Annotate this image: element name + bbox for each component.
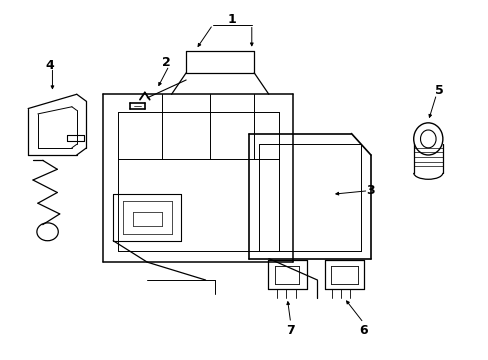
Text: 5: 5: [434, 84, 443, 97]
Text: 4: 4: [45, 59, 54, 72]
Text: 2: 2: [162, 55, 171, 69]
Text: 1: 1: [227, 13, 236, 26]
Text: 6: 6: [359, 324, 367, 337]
Text: 7: 7: [286, 324, 294, 337]
Text: 3: 3: [366, 184, 374, 197]
